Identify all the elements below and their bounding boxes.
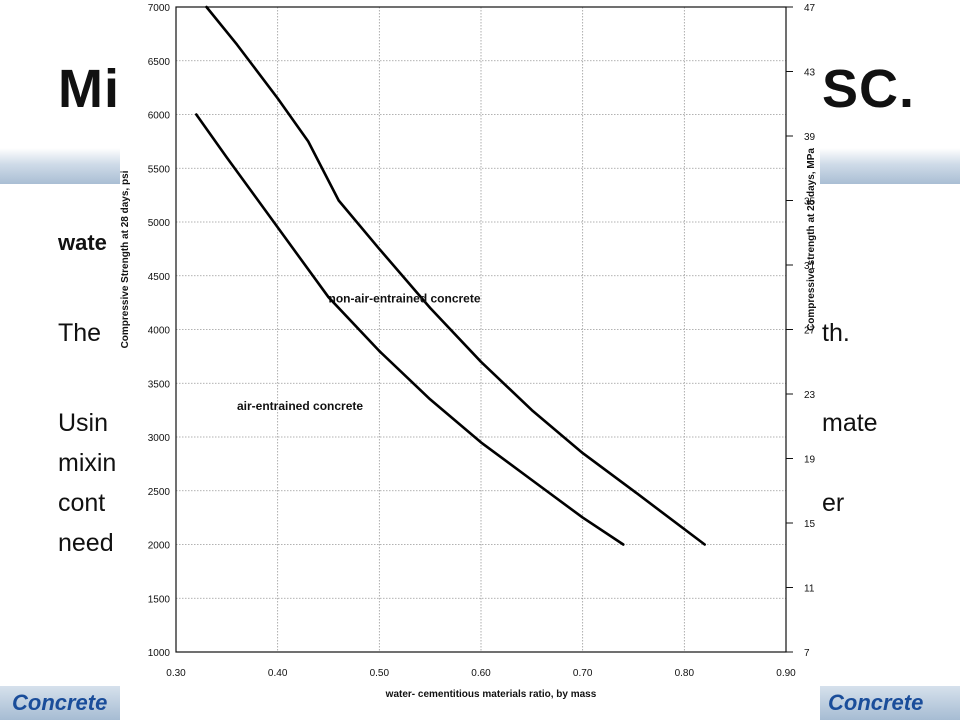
series-line-0 [205,5,707,546]
y2-tick-label: 43 [804,68,816,79]
slide-text-line-5-left: cont [58,489,106,517]
x-tick-label: 0.80 [675,668,695,679]
plot-frame [175,6,787,653]
slide-text-line-4-left: mixin [58,449,117,477]
y-tick-label: 4000 [148,326,171,337]
slide-text-line-1: wate [58,230,107,255]
y-tick-label: 2000 [148,541,171,552]
y-tick-label: 5500 [148,164,171,175]
footer-bar-left [0,686,120,720]
x-axis-title: water- cementitious materials ratio, by … [385,689,597,700]
y-tick-label: 5000 [148,218,171,229]
y2-tick-label: 35 [804,197,816,208]
x-tick-label: 0.70 [573,668,593,679]
y-axis-title: Compressive Strength at 28 days, psi [120,170,131,348]
slide-text-line-3-right: mate [822,409,878,437]
x-tick-label: 0.30 [166,668,186,679]
strength-chart: 0.30 0.40 0.50 0.60 0.70 0.80 0.90 1000 1500 2000… [120,3,817,700]
x-tick-label: 0.50 [370,668,390,679]
series-label-0: non-air-entrained concrete [329,292,481,306]
footer-bar-right [820,686,960,720]
y2-tick-label: 27 [804,326,816,337]
y-tick-label: 1500 [148,594,171,605]
series-line-1 [195,113,625,546]
y-tick-label: 3500 [148,379,171,390]
chart-panel: 0.30 0.40 0.50 0.60 0.70 0.80 0.90 1000 1500 2000… [120,0,820,720]
y-tick-label: 2500 [148,487,171,498]
y-tick-label: 6000 [148,111,171,122]
y2-tick-label: 31 [804,261,816,272]
slide-text-line-2-right: th. [822,319,850,347]
y-tick-label: 3000 [148,433,171,444]
y-tick-label: 1000 [148,648,171,659]
y-tick-label: 7000 [148,3,171,14]
footer-logo-left: Concrete [12,690,108,715]
y2-tick-label: 11 [804,584,815,595]
y-tick-label: 6500 [148,57,171,68]
y2-tick-label: 19 [804,455,816,466]
slide-text-line-2-left: The [58,319,102,347]
x-tick-label: 0.40 [268,668,288,679]
y2-tick-label: 47 [804,3,816,14]
slide-text-line-5-right: er [822,489,845,517]
slide-title-left: Mi [58,59,120,119]
y-tick-label: 4500 [148,272,171,283]
y2-tick-label: 15 [804,519,816,530]
y2-axis-title: Compressive strength at 28 days, MPa [806,148,817,331]
x-tick-label: 0.90 [776,668,796,679]
footer-logo-right: Concrete [828,690,924,715]
series-label-1: air-entrained concrete [237,399,363,413]
x-tick-label: 0.60 [471,668,491,679]
slide-title-right: SC. [822,59,916,119]
y2-tick-label: 7 [804,648,810,659]
slide-text-line-3-left: Usin [58,409,109,437]
y2-tick-label: 39 [804,132,816,143]
y2-tick-label: 23 [804,390,816,401]
slide-text-line-6-left: need [58,529,114,557]
